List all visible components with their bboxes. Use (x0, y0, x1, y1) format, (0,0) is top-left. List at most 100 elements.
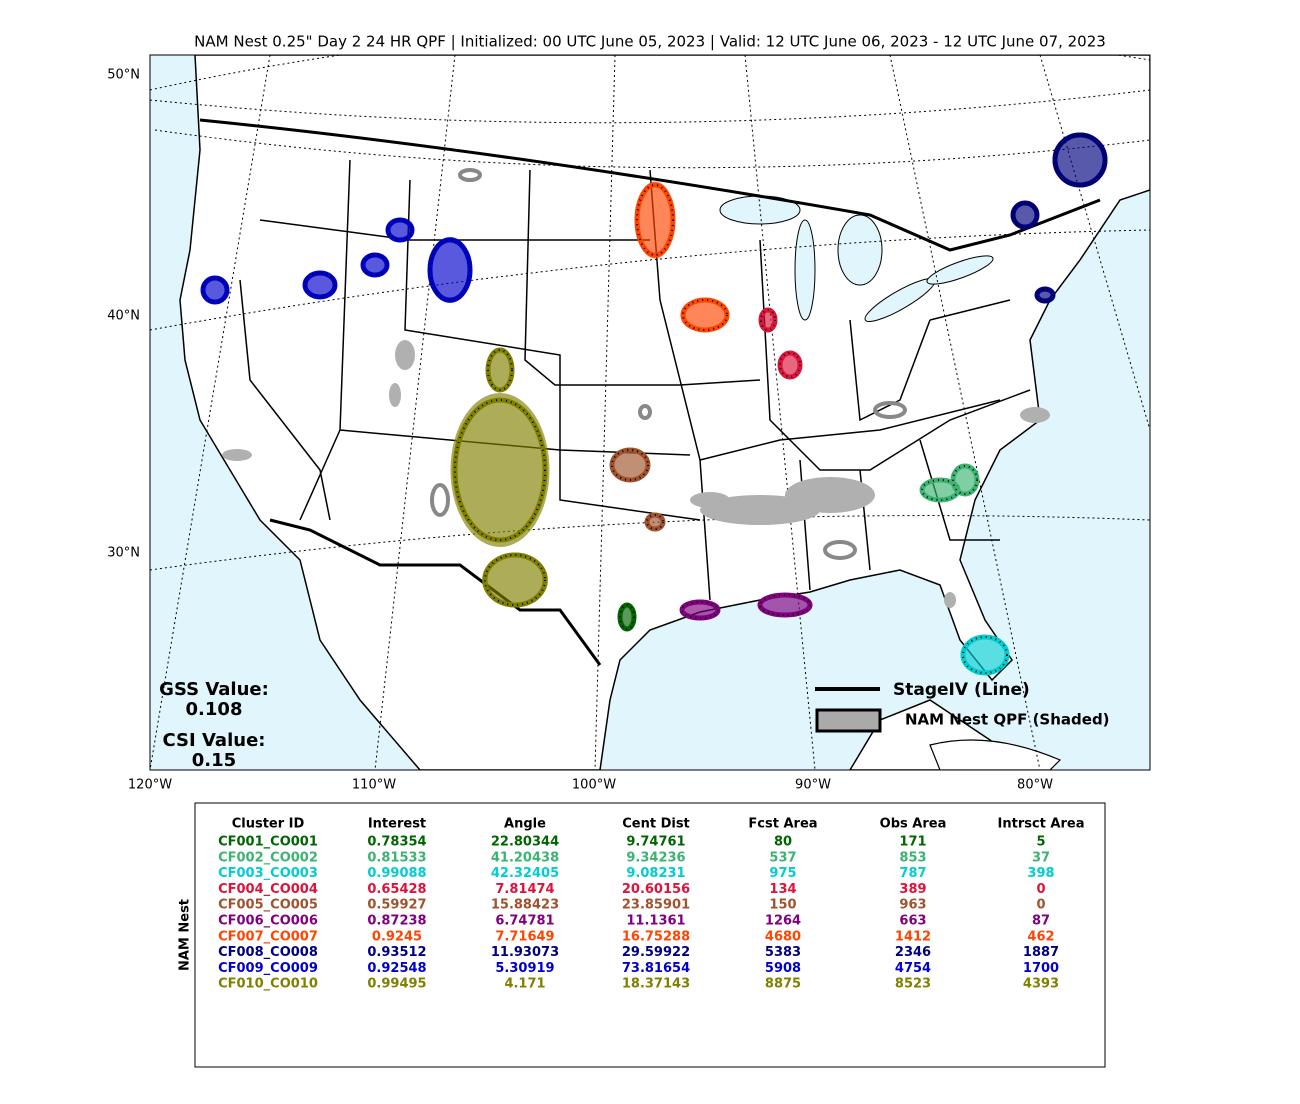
table-cell: 16.75288 (622, 929, 690, 944)
table-cell: 22.80344 (491, 835, 559, 850)
legend-shade-label: NAM Nest QPF (Shaded) (905, 711, 1110, 729)
table-cell: 0 (1036, 882, 1045, 897)
cluster-dots (779, 352, 801, 378)
table-cell: CF010_CO010 (218, 977, 318, 992)
table-cell: 4393 (1023, 977, 1059, 992)
table-cell: 389 (899, 882, 926, 897)
land (179, 55, 1150, 770)
cluster-shade (1011, 201, 1039, 229)
lon-label: 100°W (572, 778, 616, 793)
cuba (929, 739, 1062, 770)
table-cell: 6.74781 (495, 914, 554, 929)
table-cell: 787 (899, 866, 926, 881)
cluster-shade (201, 276, 229, 304)
cluster-dots (682, 299, 728, 331)
legend-shade (815, 708, 882, 733)
table-cell: 42.32405 (491, 866, 559, 881)
table-cell: CF008_CO008 (218, 945, 318, 960)
table-header: Obs Area (880, 817, 947, 832)
title: NAM Nest 0.25" Day 2 24 HR QPF | Initial… (194, 33, 1106, 51)
table-cell: 87 (1032, 914, 1050, 929)
table-cell: 0.59927 (367, 898, 426, 913)
table-cell: CF003_CO003 (218, 866, 318, 881)
table-cell: 73.81654 (622, 961, 690, 976)
lon-labels: 120°W 110°W 100°W 90°W 80°W (128, 778, 1053, 793)
cluster-dots (759, 594, 811, 616)
clusters (200, 132, 1108, 676)
cluster-dots (636, 184, 674, 256)
table-header: Interest (368, 817, 426, 832)
cluster-dots (484, 554, 546, 606)
lat-label: 30°N (107, 546, 140, 561)
table-cell: 9.74761 (626, 835, 685, 850)
table-cell: 15.88423 (491, 898, 559, 913)
unmatched-obs (430, 168, 907, 560)
cluster-dots (454, 399, 546, 541)
lake (837, 214, 883, 286)
lake (794, 219, 816, 321)
table-cell: 9.08231 (626, 866, 685, 881)
lon-label: 110°W (352, 778, 396, 793)
table-cell: CF006_CO006 (218, 914, 318, 929)
cluster-dots (760, 309, 776, 331)
table-cell: 0.65428 (367, 882, 426, 897)
table-cell: 9.34236 (626, 850, 685, 865)
lat-label: 50°N (107, 68, 140, 83)
cluster-shade (635, 181, 675, 259)
table-frame (194, 802, 1106, 1068)
table-cell: 171 (899, 835, 926, 850)
lat-label: 40°N (107, 309, 140, 324)
lon-label: 90°W (795, 778, 831, 793)
unmatched-areas (222, 340, 1050, 608)
table-cell: 4680 (765, 929, 801, 944)
cluster-shade (450, 393, 550, 547)
table-cell: 975 (769, 866, 796, 881)
table-cell: CF001_CO001 (218, 835, 318, 850)
csi-label: CSI Value: (163, 730, 266, 751)
cluster-shade (951, 464, 979, 496)
cluster-shade (757, 594, 813, 616)
border (269, 518, 602, 666)
table-cell: 11.1361 (626, 914, 685, 929)
cluster-dots (487, 349, 513, 391)
table-cell: CF004_CO004 (218, 882, 318, 897)
table-cell: 8523 (895, 977, 931, 992)
table-cell: 4.171 (504, 977, 545, 992)
cluster-dots (681, 601, 719, 619)
cluster-shade (486, 348, 514, 392)
table-header: Cluster ID (232, 817, 305, 832)
lake (926, 255, 994, 285)
scores: GSS Value: 0.108 CSI Value: 0.15 (159, 679, 269, 771)
table-cell: 7.71649 (495, 929, 554, 944)
cluster-shade (920, 479, 960, 501)
cluster-shade (482, 552, 548, 608)
cluster-dots (646, 514, 664, 530)
table-header: Cent Dist (622, 817, 690, 832)
cluster-shade (680, 298, 730, 332)
table: Cluster ID Interest Angle Cent Dist Fcst Are… (218, 817, 1084, 992)
legend-line-label: StageIV (Line) (893, 680, 1030, 700)
cluster-dots (387, 219, 413, 241)
table-cell: 150 (769, 898, 796, 913)
table-cell: 18.37143 (622, 977, 690, 992)
table-cell: 7.81474 (495, 882, 554, 897)
table-cell: 537 (769, 850, 796, 865)
table-cell: 5383 (765, 945, 801, 960)
cluster-shade (610, 448, 650, 482)
table-cell: 0.99088 (367, 866, 426, 881)
table-header: Fcst Area (748, 817, 817, 832)
gss-label: GSS Value: (159, 679, 269, 700)
table-cell: 1700 (1023, 961, 1059, 976)
lat-labels: 50°N 40°N 30°N (107, 68, 140, 561)
table-cell: 0.93512 (367, 945, 426, 960)
csi-value: 0.15 (192, 750, 236, 771)
table-cell: CF009_CO009 (218, 961, 318, 976)
table-cell: 0.92548 (367, 961, 426, 976)
table-cell: 963 (899, 898, 926, 913)
table-header: Angle (504, 817, 546, 832)
table-cell: 11.93073 (491, 945, 559, 960)
table-cell: 20.60156 (622, 882, 690, 897)
lon-label: 120°W (128, 778, 172, 793)
